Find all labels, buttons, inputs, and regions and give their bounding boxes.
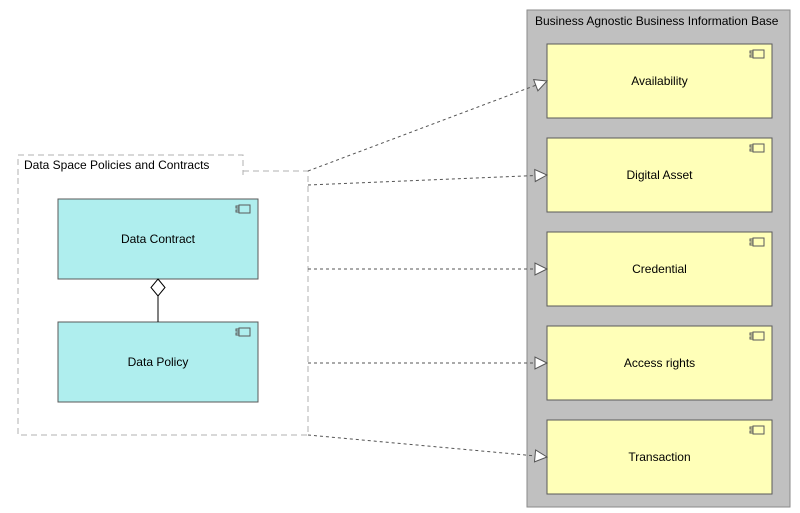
- node-data-contract-label: Data Contract: [121, 232, 196, 246]
- realization-1: [308, 170, 547, 185]
- node-digital-asset-label: Digital Asset: [626, 168, 693, 182]
- realization-3: [308, 357, 547, 369]
- node-transaction[interactable]: Transaction: [547, 420, 772, 494]
- node-transaction-label: Transaction: [628, 450, 690, 464]
- node-availability[interactable]: Availability: [547, 44, 772, 118]
- node-credential-label: Credential: [632, 262, 687, 276]
- node-data-policy[interactable]: Data Policy: [58, 322, 258, 402]
- node-access-rights[interactable]: Access rights: [547, 326, 772, 400]
- node-digital-asset[interactable]: Digital Asset: [547, 138, 772, 212]
- aggregation-contract-policy: [151, 279, 165, 322]
- node-credential[interactable]: Credential: [547, 232, 772, 306]
- group-business-info-base-label: Business Agnostic Business Information B…: [535, 14, 779, 28]
- node-data-contract[interactable]: Data Contract: [58, 199, 258, 279]
- diagram-canvas: Business Agnostic Business Information B…: [0, 0, 800, 513]
- realization-4: [308, 435, 547, 462]
- node-availability-label: Availability: [631, 74, 687, 88]
- realization-2: [308, 263, 547, 275]
- realization-0: [308, 80, 547, 171]
- node-data-policy-label: Data Policy: [128, 355, 189, 369]
- group-data-space-policies-label: Data Space Policies and Contracts: [24, 158, 209, 172]
- node-access-rights-label: Access rights: [624, 356, 695, 370]
